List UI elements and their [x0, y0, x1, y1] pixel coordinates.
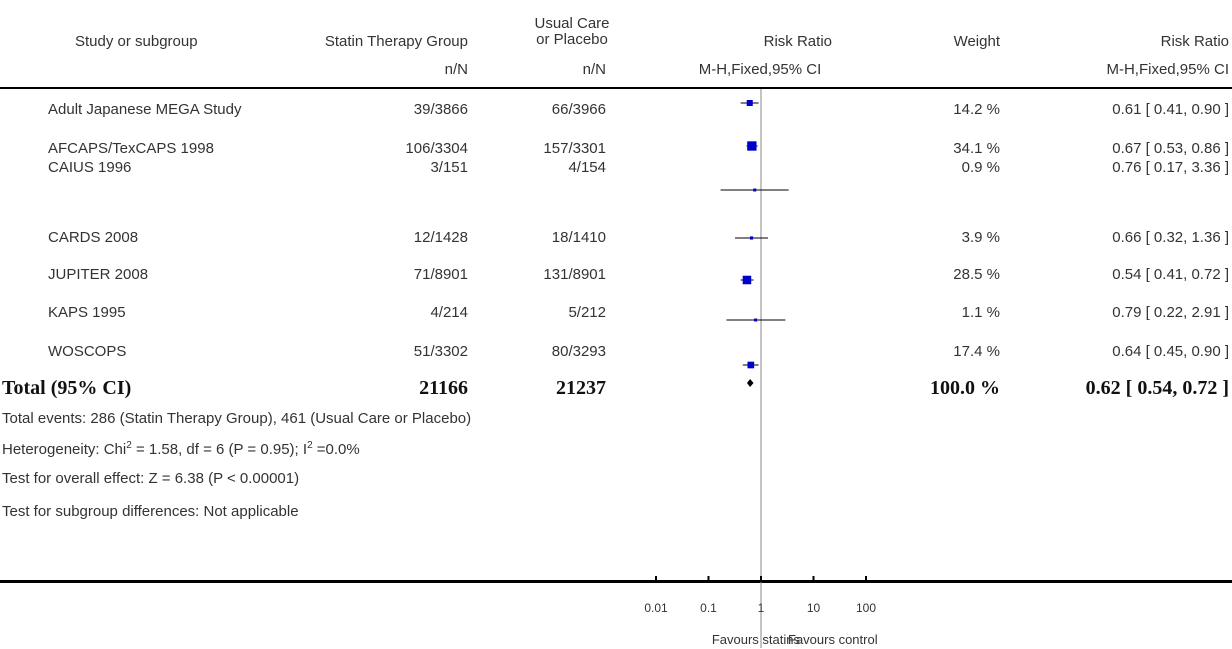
total-usual: 21237	[556, 377, 606, 399]
row-statin: 39/3866	[413, 101, 468, 118]
header-study: Study or subgroup	[75, 33, 198, 50]
row-usual: 80/3293	[551, 343, 606, 360]
header-statin-sub: n/N	[444, 61, 468, 78]
header-rr-sub: M-H,Fixed,95% CI	[698, 61, 822, 78]
study-marker	[747, 141, 757, 151]
total-diamond	[746, 379, 754, 387]
row-statin: 51/3302	[413, 343, 468, 360]
total-label: Total (95% CI)	[2, 377, 132, 399]
favours-right-label: Favours control	[788, 632, 878, 647]
row-weight: 34.1 %	[953, 140, 1000, 157]
note-subgroup: Test for subgroup differences: Not appli…	[2, 503, 299, 520]
row-usual: 18/1410	[551, 229, 606, 246]
row-weight: 17.4 %	[953, 343, 1000, 360]
row-study: AFCAPS/TexCAPS 1998	[48, 140, 214, 157]
het-part-c: =0.0%	[312, 441, 360, 458]
row-statin: 3/151	[430, 159, 468, 176]
header-usual-line2: or Placebo	[536, 31, 608, 48]
note-total-events: Total events: 286 (Statin Therapy Group)…	[2, 410, 472, 427]
het-sup-2: 2	[307, 440, 313, 451]
row-weight: 14.2 %	[953, 101, 1000, 118]
note-heterogeneity: Heterogeneity: Chi2 = 1.58, df = 6 (P = …	[2, 441, 360, 459]
header-risk-ratio-2: Risk Ratio	[1160, 33, 1229, 50]
row-ci: 0.79 [ 0.22, 2.91 ]	[1112, 304, 1229, 321]
study-marker	[747, 361, 755, 369]
row-study: CAIUS 1996	[48, 159, 132, 176]
footer-rule	[0, 580, 1232, 583]
tick-label: 100	[856, 601, 876, 615]
header-rr2-sub: M-H,Fixed,95% CI	[1106, 61, 1229, 78]
row-usual: 5/212	[568, 304, 606, 321]
row-ci: 0.76 [ 0.17, 3.36 ]	[1112, 159, 1229, 176]
total-statin: 21166	[419, 377, 468, 399]
study-marker	[742, 275, 752, 285]
row-ci: 0.64 [ 0.45, 0.90 ]	[1112, 343, 1229, 360]
row-usual: 157/3301	[543, 140, 606, 157]
header-rule	[0, 87, 1232, 89]
header-statin: Statin Therapy Group	[324, 33, 468, 50]
row-ci: 0.67 [ 0.53, 0.86 ]	[1112, 140, 1229, 157]
row-weight: 3.9 %	[961, 229, 1000, 246]
row-usual: 4/154	[568, 159, 606, 176]
row-weight: 28.5 %	[953, 266, 1000, 283]
header-weight: Weight	[953, 33, 1000, 50]
het-part-b: = 1.58, df = 6 (P = 0.95); I	[131, 441, 308, 458]
row-statin: 12/1428	[413, 229, 468, 246]
total-ci: 0.62 [ 0.54, 0.72 ]	[1085, 377, 1229, 399]
header-risk-ratio: Risk Ratio	[763, 33, 832, 50]
study-marker	[749, 236, 754, 240]
header-usual-line1: Usual Care	[534, 15, 610, 32]
tick-label: 1	[758, 601, 765, 615]
row-weight: 0.9 %	[961, 159, 1000, 176]
row-statin: 71/8901	[413, 266, 468, 283]
study-marker	[746, 99, 753, 107]
row-study: Adult Japanese MEGA Study	[48, 101, 242, 118]
study-marker	[754, 318, 758, 322]
row-study: WOSCOPS	[48, 343, 127, 360]
favours-left-label: Favours statins	[711, 632, 800, 647]
row-weight: 1.1 %	[961, 304, 1000, 321]
tick-label: 0.1	[700, 601, 717, 615]
row-statin: 4/214	[430, 304, 468, 321]
tick-label: 10	[807, 601, 821, 615]
row-usual: 66/3966	[551, 101, 606, 118]
het-sup-1: 2	[126, 440, 132, 451]
het-part-a: Heterogeneity: Chi	[2, 441, 127, 458]
tick-label: 0.01	[644, 601, 668, 615]
row-usual: 131/8901	[543, 266, 606, 283]
row-ci: 0.61 [ 0.41, 0.90 ]	[1112, 101, 1229, 118]
row-study: CARDS 2008	[48, 229, 139, 246]
row-ci: 0.54 [ 0.41, 0.72 ]	[1112, 266, 1229, 283]
total-weight: 100.0 %	[930, 377, 1000, 399]
row-study: JUPITER 2008	[48, 266, 149, 283]
study-marker	[753, 188, 757, 192]
header-usual-sub: n/N	[582, 61, 606, 78]
row-statin: 106/3304	[405, 140, 468, 157]
row-ci: 0.66 [ 0.32, 1.36 ]	[1112, 229, 1229, 246]
note-overall-effect: Test for overall effect: Z = 6.38 (P < 0…	[2, 470, 300, 487]
row-study: KAPS 1995	[48, 304, 126, 321]
